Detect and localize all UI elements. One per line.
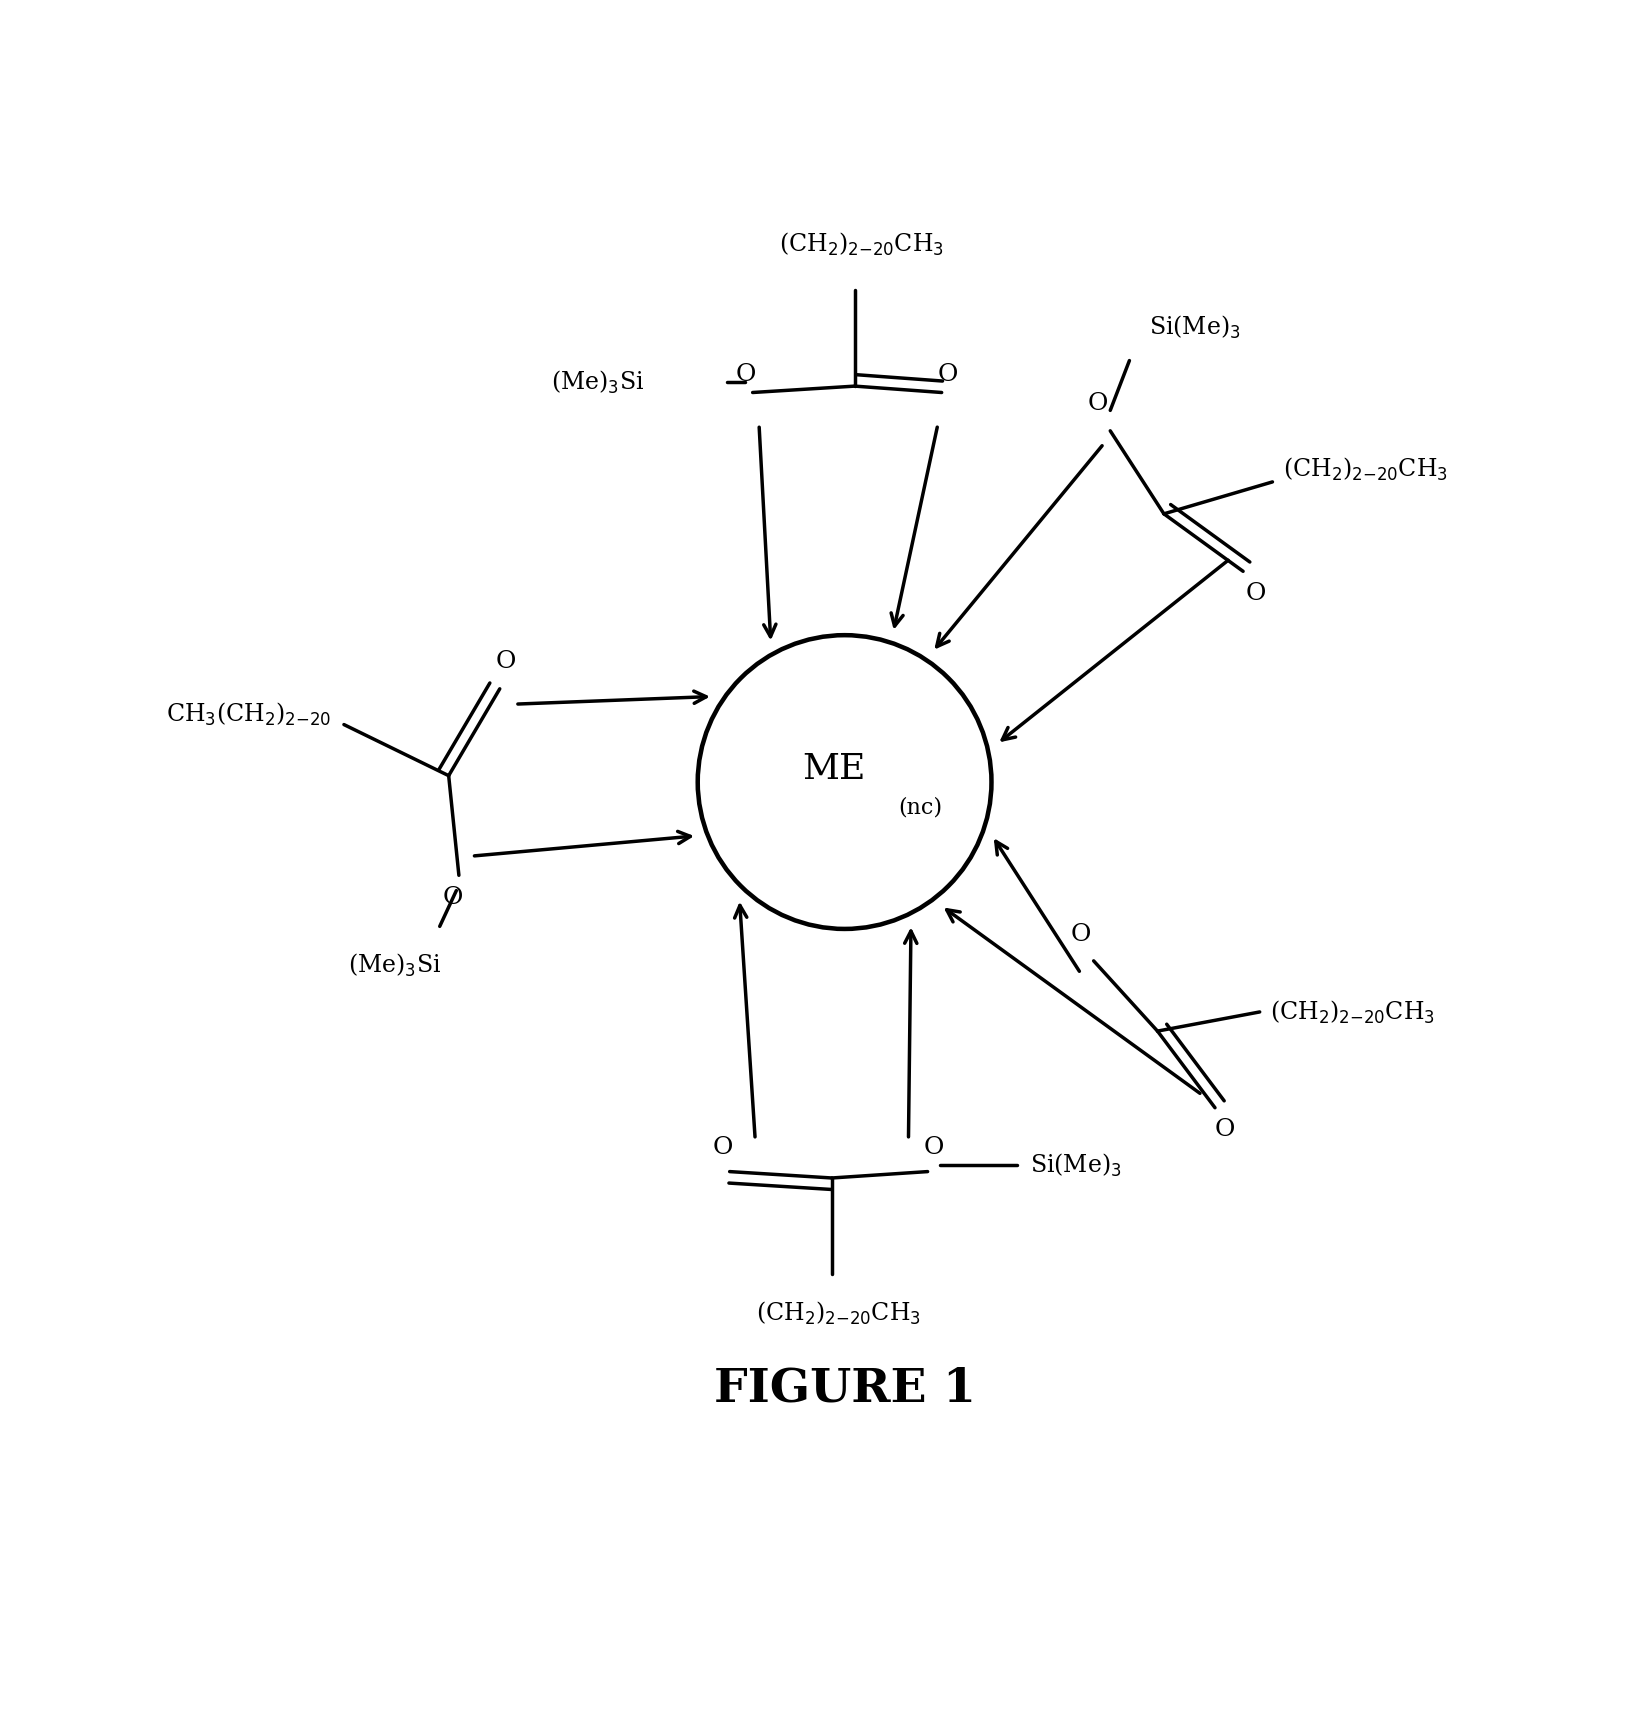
Text: (nc): (nc) bbox=[898, 797, 943, 819]
Text: (Me)$_3$Si: (Me)$_3$Si bbox=[348, 952, 442, 980]
Text: O: O bbox=[1215, 1119, 1236, 1141]
Text: O: O bbox=[1246, 581, 1266, 605]
Text: O: O bbox=[938, 363, 957, 385]
Text: (CH$_2$)$_{2\mathregular{-}20}$CH$_3$: (CH$_2$)$_{2\mathregular{-}20}$CH$_3$ bbox=[1282, 456, 1447, 483]
Text: (CH$_2$)$_{2\mathregular{-}20}$CH$_3$: (CH$_2$)$_{2\mathregular{-}20}$CH$_3$ bbox=[1271, 999, 1435, 1026]
Text: O: O bbox=[1088, 392, 1107, 416]
Text: O: O bbox=[925, 1136, 944, 1158]
Text: O: O bbox=[714, 1136, 733, 1158]
Text: O: O bbox=[496, 651, 516, 673]
Text: (CH$_2$)$_{2\mathregular{-}20}$CH$_3$: (CH$_2$)$_{2\mathregular{-}20}$CH$_3$ bbox=[756, 1300, 921, 1326]
Text: FIGURE 1: FIGURE 1 bbox=[714, 1365, 976, 1412]
Text: O: O bbox=[442, 886, 463, 908]
Text: CH$_3$(CH$_2$)$_{2\mathregular{-}20}$: CH$_3$(CH$_2$)$_{2\mathregular{-}20}$ bbox=[166, 701, 331, 728]
Text: (CH$_2$)$_{2\mathregular{-}20}$CH$_3$: (CH$_2$)$_{2\mathregular{-}20}$CH$_3$ bbox=[780, 231, 944, 259]
Text: Si(Me)$_3$: Si(Me)$_3$ bbox=[1030, 1151, 1122, 1179]
Text: ME: ME bbox=[803, 752, 867, 786]
Text: Si(Me)$_3$: Si(Me)$_3$ bbox=[1149, 313, 1241, 341]
Text: O: O bbox=[1071, 923, 1091, 946]
Text: (Me)$_3$Si: (Me)$_3$Si bbox=[550, 368, 644, 396]
Text: O: O bbox=[737, 363, 756, 385]
